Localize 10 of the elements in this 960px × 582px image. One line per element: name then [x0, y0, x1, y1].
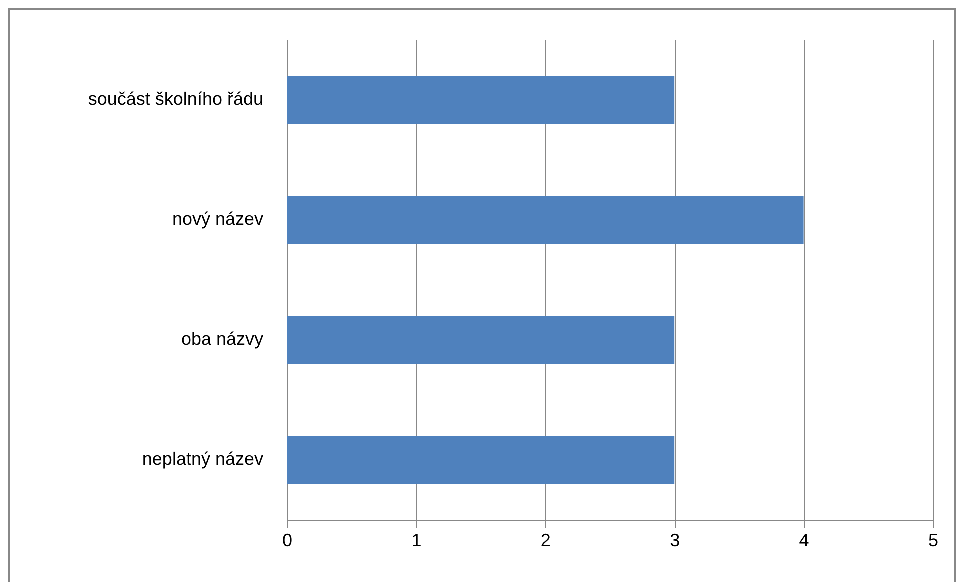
x-tick-label: 5 — [928, 530, 939, 550]
x-tick-label: 1 — [412, 530, 422, 550]
x-tick-label: 2 — [540, 530, 551, 550]
x-tick-label: 3 — [670, 530, 680, 550]
y-tick-label: nový název — [172, 209, 264, 229]
y-tick-label: neplatný název — [142, 449, 264, 469]
y-tick-label: oba názvy — [181, 329, 264, 349]
x-tick-label: 4 — [799, 530, 810, 550]
y-tick-label: součást školního řádu — [88, 89, 264, 109]
x-tick-label: 0 — [282, 530, 293, 550]
